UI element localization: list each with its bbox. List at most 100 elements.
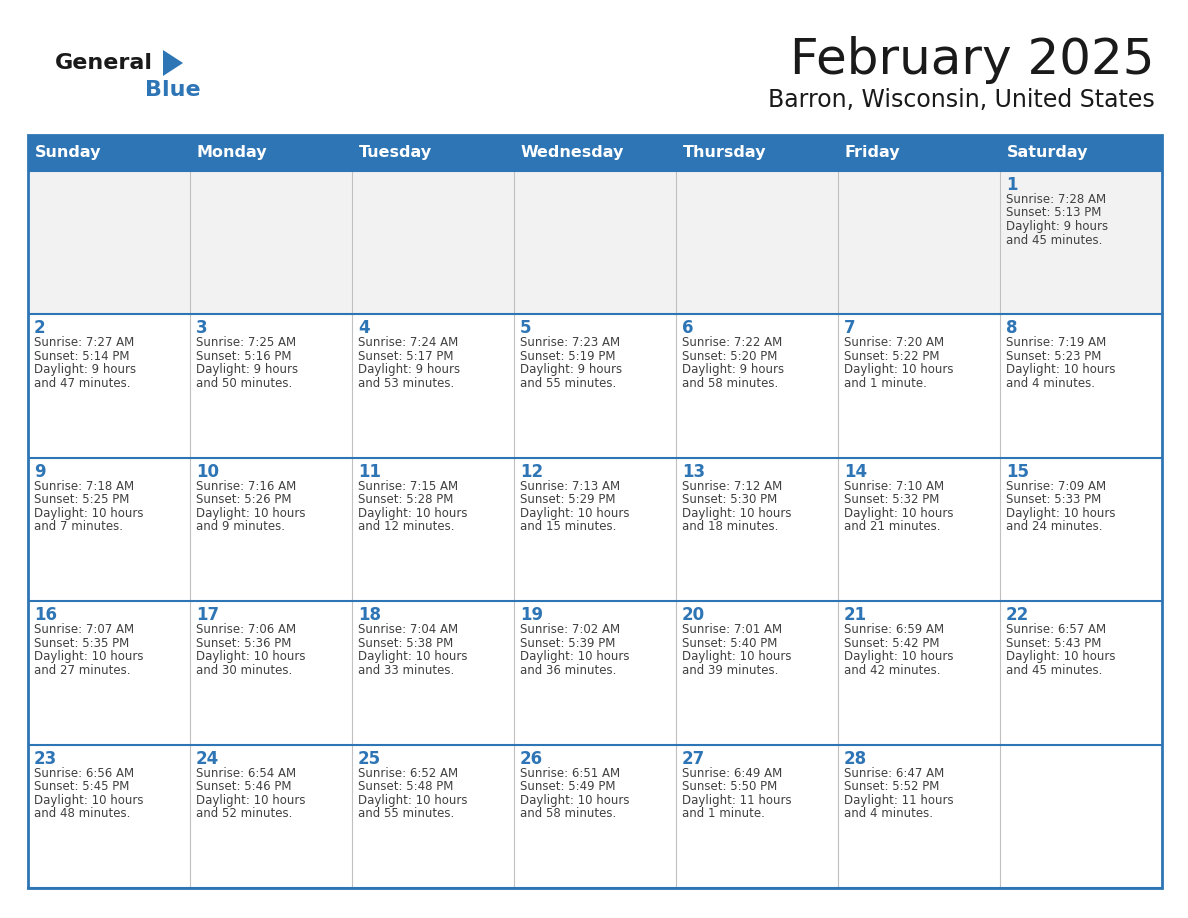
- Text: and 47 minutes.: and 47 minutes.: [34, 377, 131, 390]
- Text: 26: 26: [520, 750, 543, 767]
- Bar: [838, 744, 1000, 888]
- Bar: [29, 171, 190, 314]
- Text: Daylight: 10 hours: Daylight: 10 hours: [34, 793, 144, 807]
- Text: 18: 18: [358, 606, 381, 624]
- Bar: [1000, 458, 1162, 601]
- Text: Daylight: 10 hours: Daylight: 10 hours: [196, 650, 305, 663]
- Text: Sunset: 5:49 PM: Sunset: 5:49 PM: [520, 780, 615, 793]
- Text: Sunset: 5:38 PM: Sunset: 5:38 PM: [358, 637, 454, 650]
- Text: Daylight: 10 hours: Daylight: 10 hours: [843, 507, 954, 520]
- Text: Daylight: 10 hours: Daylight: 10 hours: [196, 793, 305, 807]
- Bar: [352, 744, 514, 888]
- Text: and 4 minutes.: and 4 minutes.: [843, 807, 933, 820]
- Text: Sunrise: 7:28 AM: Sunrise: 7:28 AM: [1006, 193, 1106, 206]
- Bar: [514, 135, 676, 171]
- Text: General: General: [55, 53, 153, 73]
- Text: Daylight: 9 hours: Daylight: 9 hours: [34, 364, 137, 376]
- Text: Sunrise: 6:56 AM: Sunrise: 6:56 AM: [34, 767, 134, 779]
- Text: Daylight: 9 hours: Daylight: 9 hours: [682, 364, 784, 376]
- Text: Sunset: 5:40 PM: Sunset: 5:40 PM: [682, 637, 777, 650]
- Text: Sunset: 5:39 PM: Sunset: 5:39 PM: [520, 637, 615, 650]
- Text: 2: 2: [34, 319, 45, 338]
- Bar: [838, 171, 1000, 314]
- Text: Sunset: 5:29 PM: Sunset: 5:29 PM: [520, 493, 615, 507]
- Text: Sunrise: 7:24 AM: Sunrise: 7:24 AM: [358, 336, 459, 350]
- Bar: [676, 744, 838, 888]
- Bar: [29, 601, 190, 744]
- Text: Sunrise: 7:19 AM: Sunrise: 7:19 AM: [1006, 336, 1106, 350]
- Bar: [514, 458, 676, 601]
- Bar: [838, 601, 1000, 744]
- Text: Sunrise: 6:47 AM: Sunrise: 6:47 AM: [843, 767, 944, 779]
- Text: Sunset: 5:28 PM: Sunset: 5:28 PM: [358, 493, 454, 507]
- Text: Sunset: 5:19 PM: Sunset: 5:19 PM: [520, 350, 615, 363]
- Text: and 30 minutes.: and 30 minutes.: [196, 664, 292, 677]
- Text: Sunset: 5:36 PM: Sunset: 5:36 PM: [196, 637, 291, 650]
- Text: Sunset: 5:26 PM: Sunset: 5:26 PM: [196, 493, 291, 507]
- Text: Sunrise: 7:15 AM: Sunrise: 7:15 AM: [358, 480, 459, 493]
- Text: 13: 13: [682, 463, 706, 481]
- Text: Daylight: 10 hours: Daylight: 10 hours: [358, 793, 468, 807]
- Text: Sunset: 5:20 PM: Sunset: 5:20 PM: [682, 350, 777, 363]
- Text: and 9 minutes.: and 9 minutes.: [196, 521, 285, 533]
- Text: Sunset: 5:33 PM: Sunset: 5:33 PM: [1006, 493, 1101, 507]
- Text: Daylight: 9 hours: Daylight: 9 hours: [196, 364, 298, 376]
- Text: Sunset: 5:42 PM: Sunset: 5:42 PM: [843, 637, 940, 650]
- Text: 4: 4: [358, 319, 369, 338]
- Bar: [190, 314, 352, 458]
- Bar: [29, 314, 190, 458]
- Text: 6: 6: [682, 319, 694, 338]
- Bar: [190, 744, 352, 888]
- Text: and 50 minutes.: and 50 minutes.: [196, 377, 292, 390]
- Text: Daylight: 10 hours: Daylight: 10 hours: [843, 364, 954, 376]
- Text: Sunset: 5:45 PM: Sunset: 5:45 PM: [34, 780, 129, 793]
- Bar: [29, 135, 190, 171]
- Text: 25: 25: [358, 750, 381, 767]
- Text: and 24 minutes.: and 24 minutes.: [1006, 521, 1102, 533]
- Text: and 58 minutes.: and 58 minutes.: [520, 807, 617, 820]
- Text: and 36 minutes.: and 36 minutes.: [520, 664, 617, 677]
- Text: and 48 minutes.: and 48 minutes.: [34, 807, 131, 820]
- Bar: [838, 314, 1000, 458]
- Text: 9: 9: [34, 463, 45, 481]
- Bar: [190, 171, 352, 314]
- Text: Sunset: 5:43 PM: Sunset: 5:43 PM: [1006, 637, 1101, 650]
- Text: Daylight: 10 hours: Daylight: 10 hours: [520, 507, 630, 520]
- Text: Daylight: 9 hours: Daylight: 9 hours: [1006, 220, 1108, 233]
- Bar: [514, 744, 676, 888]
- Text: and 42 minutes.: and 42 minutes.: [843, 664, 941, 677]
- Bar: [676, 314, 838, 458]
- Text: Sunrise: 7:12 AM: Sunrise: 7:12 AM: [682, 480, 782, 493]
- Text: and 27 minutes.: and 27 minutes.: [34, 664, 131, 677]
- Text: 7: 7: [843, 319, 855, 338]
- Text: Daylight: 10 hours: Daylight: 10 hours: [196, 507, 305, 520]
- Text: and 39 minutes.: and 39 minutes.: [682, 664, 778, 677]
- Bar: [676, 601, 838, 744]
- Text: Daylight: 10 hours: Daylight: 10 hours: [1006, 364, 1116, 376]
- Text: Sunrise: 6:51 AM: Sunrise: 6:51 AM: [520, 767, 620, 779]
- Text: Sunrise: 7:07 AM: Sunrise: 7:07 AM: [34, 623, 134, 636]
- Bar: [352, 601, 514, 744]
- Text: Daylight: 10 hours: Daylight: 10 hours: [1006, 507, 1116, 520]
- Bar: [838, 458, 1000, 601]
- Text: 20: 20: [682, 606, 706, 624]
- Text: Sunrise: 7:18 AM: Sunrise: 7:18 AM: [34, 480, 134, 493]
- Text: Sunrise: 7:16 AM: Sunrise: 7:16 AM: [196, 480, 296, 493]
- Text: 28: 28: [843, 750, 867, 767]
- Bar: [1000, 171, 1162, 314]
- Text: and 53 minutes.: and 53 minutes.: [358, 377, 454, 390]
- Text: 21: 21: [843, 606, 867, 624]
- Text: Daylight: 10 hours: Daylight: 10 hours: [843, 650, 954, 663]
- Bar: [29, 135, 1162, 888]
- Bar: [514, 601, 676, 744]
- Text: 17: 17: [196, 606, 219, 624]
- Text: Sunrise: 6:49 AM: Sunrise: 6:49 AM: [682, 767, 782, 779]
- Text: Sunday: Sunday: [34, 145, 101, 161]
- Text: Sunset: 5:32 PM: Sunset: 5:32 PM: [843, 493, 940, 507]
- Text: Sunrise: 6:52 AM: Sunrise: 6:52 AM: [358, 767, 459, 779]
- Text: and 15 minutes.: and 15 minutes.: [520, 521, 617, 533]
- Text: and 52 minutes.: and 52 minutes.: [196, 807, 292, 820]
- Bar: [190, 135, 352, 171]
- Bar: [676, 171, 838, 314]
- Text: 27: 27: [682, 750, 706, 767]
